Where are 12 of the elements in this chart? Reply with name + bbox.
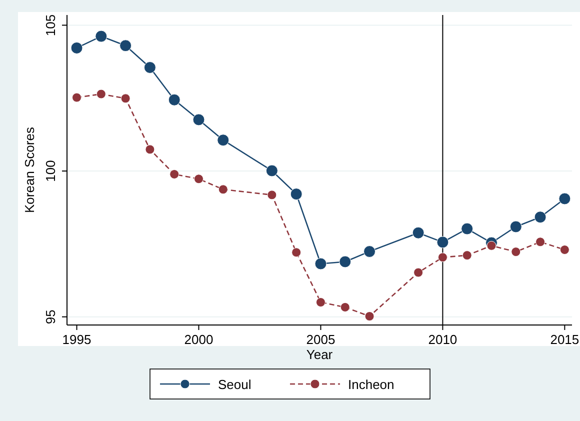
y-tick-label: 105 (43, 14, 58, 36)
x-tick-label: 2000 (184, 332, 214, 347)
legend-label: Incheon (348, 377, 394, 392)
x-axis-title: Year (306, 347, 334, 362)
y-axis-title: Korean Scores (22, 126, 37, 213)
y-tick-label: 95 (43, 310, 58, 324)
x-tick-label: 2010 (428, 332, 458, 347)
legend-label: Seoul (218, 377, 252, 392)
y-tick-label: 100 (43, 160, 58, 182)
x-tick-label: 2005 (306, 332, 336, 347)
x-tick-label: 1995 (62, 332, 92, 347)
x-tick-label: 2015 (550, 332, 580, 347)
